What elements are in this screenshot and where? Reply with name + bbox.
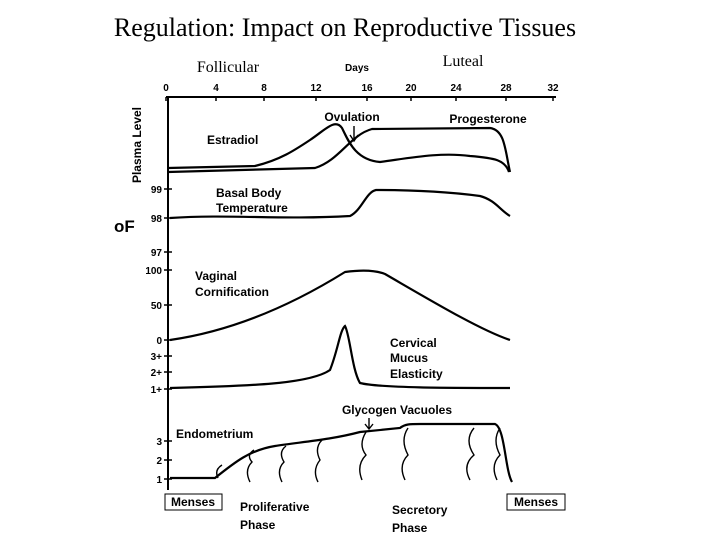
y-tick-label: 0 [156, 336, 162, 347]
y-tick-label: 1 [156, 475, 162, 486]
glycogen-label: Glycogen Vacuoles [342, 403, 452, 417]
title: Regulation: Impact on Reproductive Tissu… [114, 13, 576, 42]
day-tick-label: 0 [163, 83, 169, 94]
y-tick-label: 100 [145, 266, 162, 277]
menses-box [506, 493, 566, 511]
luteal-label: Luteal [443, 53, 484, 70]
day-tick-label: 28 [500, 83, 512, 94]
estradiol-curve [167, 123, 511, 173]
follicular-label: Follicular [197, 59, 260, 76]
y-tick-label: 98 [151, 214, 163, 225]
y-tick-label: 99 [151, 185, 163, 196]
y-tick-label: 3 [156, 437, 162, 448]
glycogen-arrow [364, 418, 374, 431]
menses-label: Menses [514, 495, 558, 509]
day-tick-label: 32 [547, 83, 559, 94]
y-tick-label: 50 [151, 301, 163, 312]
day-tick-label: 12 [310, 83, 322, 94]
axes [166, 96, 556, 490]
day-tick-label: 16 [361, 83, 373, 94]
y-tick-label: 2+ [151, 368, 163, 379]
cervical-label-3: Elasticity [390, 367, 443, 381]
ovulation-label: Ovulation [324, 110, 379, 124]
vaginal-label-2: Cornification [195, 285, 269, 299]
day-tick-label: 20 [405, 83, 417, 94]
phase-label: Phase [392, 521, 428, 535]
menses-box [164, 493, 223, 511]
phase-label: Phase [240, 518, 276, 532]
day-tick-label: 24 [450, 83, 462, 94]
day-tick-label: 8 [261, 83, 267, 94]
unit-label: oF [114, 217, 135, 236]
days-label: Days [345, 63, 369, 74]
y-tick-label: 2 [156, 456, 162, 467]
plasma-level-label: Plasma Level [130, 107, 144, 183]
menses-label: Menses [171, 495, 215, 509]
mucus-curve [169, 324, 511, 390]
temperature-curve [169, 188, 511, 220]
cornification-curve [169, 269, 511, 342]
phase-label: Proliferative [240, 500, 310, 514]
bbt-label-2: Temperature [216, 201, 288, 215]
vaginal-label-1: Vaginal [195, 269, 237, 283]
progesterone-curve [167, 126, 512, 174]
bbt-label-1: Basal Body [216, 186, 282, 200]
glands [215, 427, 501, 483]
progesterone-label: Progesterone [449, 112, 527, 126]
y-tick-label: 97 [151, 248, 163, 259]
cervical-label-2: Mucus [390, 351, 428, 365]
endometrium-curve [170, 422, 513, 483]
day-tick-label: 4 [213, 83, 219, 94]
estradiol-label: Estradiol [207, 133, 258, 147]
y-tick-label: 1+ [151, 385, 163, 396]
endometrium-label: Endometrium [176, 427, 253, 441]
day-ticks [165, 97, 554, 101]
phase-label: Secretory [392, 503, 448, 517]
y-tick-label: 3+ [151, 352, 163, 363]
cervical-label-1: Cervical [390, 336, 437, 350]
